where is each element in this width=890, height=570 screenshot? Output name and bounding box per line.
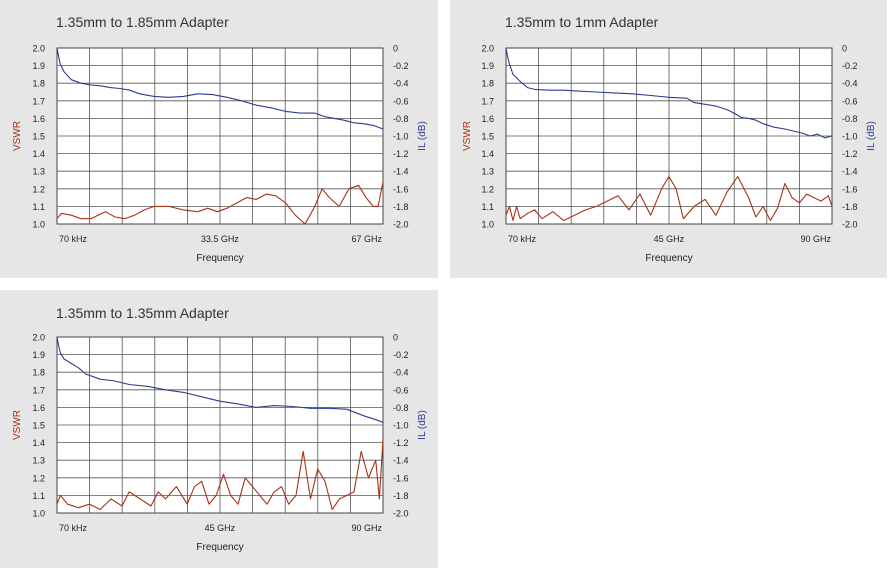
y-axis-label-right: IL (dB) — [417, 410, 428, 440]
x-tick-label: 70 kHz — [59, 523, 88, 533]
y-tick-label-right: -0.6 — [393, 96, 409, 106]
x-tick-label: 45 GHz — [654, 234, 685, 244]
y-tick-label-left: 1.1 — [32, 491, 45, 501]
y-tick-label-right: -1.2 — [393, 149, 409, 159]
y-tick-label-left: 1.9 — [481, 61, 494, 71]
y-tick-label-right: -0.8 — [393, 114, 409, 124]
chart-title: 1.35mm to 1.85mm Adapter — [56, 14, 229, 30]
y-tick-label-left: 1.4 — [32, 438, 45, 448]
x-tick-label: 70 kHz — [59, 234, 88, 244]
y-tick-label-right: -2.0 — [393, 509, 409, 519]
y-tick-label-right: -1.4 — [393, 167, 409, 177]
chart-title: 1.35mm to 1mm Adapter — [505, 14, 659, 30]
y-tick-label-right: -0.2 — [842, 61, 858, 71]
y-axis-label-right: IL (dB) — [417, 121, 428, 151]
chart-svg: 2.0 1.9 1.8 1.7 1.6 1.5 1.4 1.3 1.2 1.1 1.0 0 -0.2 -0… — [462, 44, 877, 265]
y-tick-label-left: 2.0 — [32, 333, 45, 343]
y-tick-label-right: -0.2 — [393, 350, 409, 360]
x-tick-label: 33.5 GHz — [201, 234, 240, 244]
y-tick-label-right: 0 — [842, 44, 847, 54]
y-axis-label-left: VSWR — [12, 121, 23, 151]
x-tick-label: 90 GHz — [800, 234, 831, 244]
y-tick-label-left: 1.8 — [32, 79, 45, 89]
y-tick-label-right: -1.8 — [842, 202, 858, 212]
y-tick-label-right: 0 — [393, 44, 398, 54]
x-axis-label: Frequency — [196, 253, 243, 264]
chart-title: 1.35mm to 1.35mm Adapter — [56, 305, 229, 321]
y-tick-label-left: 1.3 — [32, 167, 45, 177]
y-tick-label-left: 1.1 — [481, 202, 494, 212]
y-axis-label-right: IL (dB) — [866, 121, 877, 151]
y-tick-label-right: -0.8 — [393, 403, 409, 413]
y-tick-label-left: 1.5 — [481, 132, 494, 142]
y-tick-label-right: -1.0 — [842, 132, 858, 142]
y-tick-label-left: 2.0 — [481, 44, 494, 54]
vswr-series-line — [56, 439, 384, 511]
y-tick-label-left: 1.2 — [32, 184, 45, 194]
y-tick-label-right: -1.0 — [393, 421, 409, 431]
y-tick-label-right: -1.6 — [393, 184, 409, 194]
y-tick-label-left: 1.4 — [32, 149, 45, 159]
y-tick-label-right: -0.2 — [393, 61, 409, 71]
y-tick-label-right: -1.8 — [393, 491, 409, 501]
y-tick-label-right: -0.8 — [842, 114, 858, 124]
chart-panel-3: 1.35mm to 1.35mm Adapter 2.0 1.9 1.8 1.7 1.6… — [0, 290, 438, 568]
chart-panel-1: 1.35mm to 1.85mm Adapter 2.0 1.9 1.8 1.7 1.6… — [0, 0, 438, 278]
y-tick-label-left: 1.2 — [481, 184, 494, 194]
y-tick-label-left: 1.8 — [481, 79, 494, 89]
y-tick-label-right: -1.8 — [393, 202, 409, 212]
il-series-line — [505, 47, 833, 139]
y-tick-label-left: 1.4 — [481, 149, 494, 159]
x-tick-label: 67 GHz — [351, 234, 382, 244]
y-tick-label-right: -1.2 — [842, 149, 858, 159]
y-tick-label-right: -1.2 — [393, 438, 409, 448]
y-tick-label-left: 1.1 — [32, 202, 45, 212]
y-tick-label-left: 1.6 — [32, 403, 45, 413]
y-tick-label-left: 1.6 — [32, 114, 45, 124]
y-tick-label-right: -0.4 — [393, 368, 409, 378]
il-series-line — [56, 336, 384, 423]
y-tick-label-right: -0.6 — [393, 385, 409, 395]
x-axis-label: Frequency — [196, 542, 243, 553]
y-tick-label-right: 0 — [393, 333, 398, 343]
y-tick-label-left: 2.0 — [32, 44, 45, 54]
y-tick-label-left: 1.7 — [32, 96, 45, 106]
y-tick-label-right: -0.4 — [393, 79, 409, 89]
y-tick-label-left: 1.5 — [32, 132, 45, 142]
y-tick-label-left: 1.7 — [32, 385, 45, 395]
y-tick-label-left: 1.0 — [32, 509, 45, 519]
y-tick-label-left: 1.9 — [32, 61, 45, 71]
chart-svg: 2.0 1.9 1.8 1.7 1.6 1.5 1.4 1.3 1.2 1.1 1.0 0 -0.2 -0… — [12, 333, 428, 554]
y-tick-label-right: -0.4 — [842, 79, 858, 89]
y-axis-label-left: VSWR — [462, 121, 473, 151]
y-tick-label-right: -1.6 — [842, 184, 858, 194]
y-tick-label-right: -0.6 — [842, 96, 858, 106]
y-tick-label-left: 1.9 — [32, 350, 45, 360]
x-tick-label: 45 GHz — [205, 523, 236, 533]
y-tick-label-left: 1.5 — [32, 421, 45, 431]
y-tick-label-left: 1.3 — [32, 456, 45, 466]
y-tick-label-right: -1.6 — [393, 473, 409, 483]
x-tick-label: 90 GHz — [351, 523, 382, 533]
y-tick-label-right: -1.4 — [393, 456, 409, 466]
y-tick-label-right: -1.4 — [842, 167, 858, 177]
y-tick-label-right: -2.0 — [842, 220, 858, 230]
vswr-series-line — [56, 181, 384, 225]
y-tick-label-left: 1.3 — [481, 167, 494, 177]
y-tick-label-left: 1.2 — [32, 473, 45, 483]
vswr-series-line — [505, 175, 833, 222]
chart-panel-2: 1.35mm to 1mm Adapter 2.0 1.9 1.8 1.7 1.6 1.5… — [450, 0, 887, 278]
y-tick-label-left: 1.7 — [481, 96, 494, 106]
il-series-line — [56, 47, 384, 130]
x-tick-label: 70 kHz — [508, 234, 537, 244]
y-tick-label-left: 1.0 — [32, 220, 45, 230]
y-tick-label-right: -1.0 — [393, 132, 409, 142]
x-axis-label: Frequency — [645, 253, 692, 264]
y-tick-label-right: -2.0 — [393, 220, 409, 230]
y-tick-label-left: 1.0 — [481, 220, 494, 230]
y-tick-label-left: 1.8 — [32, 368, 45, 378]
y-tick-label-left: 1.6 — [481, 114, 494, 124]
chart-svg: 2.0 1.9 1.8 1.7 1.6 1.5 1.4 1.3 1.2 1.1 1.0 0 -0.2 -0… — [12, 44, 428, 265]
y-axis-label-left: VSWR — [12, 410, 23, 440]
